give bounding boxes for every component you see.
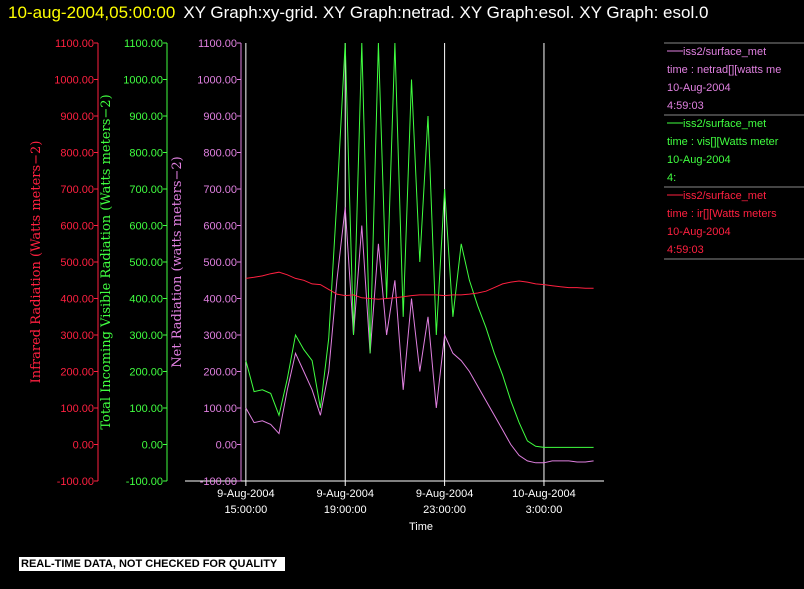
legend-line: time : netrad[][watts me bbox=[667, 64, 781, 76]
legend-name: iss2/surface_met bbox=[683, 190, 766, 202]
y-tick-label: 100.00 bbox=[203, 403, 237, 415]
y-tick-label: 800.00 bbox=[129, 148, 163, 160]
y-tick-label: 300.00 bbox=[129, 330, 163, 342]
y-tick-label: 1000.00 bbox=[54, 75, 94, 87]
series-line bbox=[245, 271, 594, 300]
legend-name: iss2/surface_met bbox=[683, 118, 766, 130]
y-tick-label: 500.00 bbox=[203, 257, 237, 269]
y-tick-label: 700.00 bbox=[129, 184, 163, 196]
legend-line: 4:59:03 bbox=[667, 244, 704, 256]
quality-note: REAL-TIME DATA, NOT CHECKED FOR QUALITY bbox=[19, 557, 286, 571]
legend-line: 10-Aug-2004 bbox=[667, 154, 731, 166]
series-line bbox=[245, 43, 594, 448]
timestamp: 10-aug-2004,05:00:00 bbox=[8, 3, 176, 22]
y-tick-label: 700.00 bbox=[60, 184, 94, 196]
x-tick-label: 10-Aug-2004 bbox=[512, 488, 576, 500]
y-tick-label: 300.00 bbox=[203, 330, 237, 342]
y-tick-label: 300.00 bbox=[60, 330, 94, 342]
y-tick-label: -100.00 bbox=[200, 476, 237, 488]
x-tick-label: 23:00:00 bbox=[423, 504, 466, 516]
y-tick-label: 700.00 bbox=[203, 184, 237, 196]
y-tick-label: 900.00 bbox=[129, 111, 163, 123]
legend-line: 4: bbox=[667, 172, 676, 184]
y-tick-label: 500.00 bbox=[60, 257, 94, 269]
y-tick-label: 900.00 bbox=[203, 111, 237, 123]
y-tick-label: -100.00 bbox=[57, 476, 94, 488]
y-tick-label: 1100.00 bbox=[198, 38, 237, 50]
y-tick-label: 800.00 bbox=[60, 148, 94, 160]
y-axis-label: Net Radiation (watts meters−2) bbox=[170, 156, 185, 367]
series-line bbox=[245, 207, 594, 464]
y-tick-label: 200.00 bbox=[60, 367, 94, 379]
y-tick-label: 1000.00 bbox=[197, 75, 237, 87]
y-tick-label: 0.00 bbox=[73, 440, 94, 452]
y-tick-label: 400.00 bbox=[203, 294, 237, 306]
y-tick-label: 0.00 bbox=[142, 440, 163, 452]
y-tick-label: 600.00 bbox=[129, 221, 163, 233]
y-tick-label: 100.00 bbox=[60, 403, 94, 415]
y-axis-label: Infrared Radiation (Watts meters−2) bbox=[29, 141, 44, 384]
plot-area bbox=[245, 43, 594, 464]
legend-line: 10-Aug-2004 bbox=[667, 82, 731, 94]
y-tick-label: -100.00 bbox=[126, 476, 163, 488]
y-tick-label: 1000.00 bbox=[123, 75, 163, 87]
y-tick-label: 1100.00 bbox=[55, 38, 94, 50]
legend-line: 10-Aug-2004 bbox=[667, 226, 731, 238]
y-axis-label: Total Incoming Visible Radiation (Watts … bbox=[99, 94, 114, 429]
y-tick-label: 600.00 bbox=[60, 221, 94, 233]
x-tick-label: 3:00:00 bbox=[526, 504, 563, 516]
x-tick-label: 19:00:00 bbox=[324, 504, 367, 516]
y-tick-label: 800.00 bbox=[203, 148, 237, 160]
y-tick-label: 1100.00 bbox=[124, 38, 163, 50]
y-tick-label: 400.00 bbox=[60, 294, 94, 306]
y-tick-label: 200.00 bbox=[129, 367, 163, 379]
legend-line: 4:59:03 bbox=[667, 100, 704, 112]
graph-title: XY Graph:xy-grid. XY Graph:netrad. XY Gr… bbox=[183, 3, 709, 22]
x-tick-label: 9-Aug-2004 bbox=[416, 488, 474, 500]
y-tick-label: 0.00 bbox=[216, 440, 237, 452]
y-tick-label: 200.00 bbox=[203, 367, 237, 379]
x-tick-label: 9-Aug-2004 bbox=[217, 488, 275, 500]
legend-line: time : vis[][Watts meter bbox=[667, 136, 779, 148]
x-tick-label: 15:00:00 bbox=[224, 504, 267, 516]
y-tick-label: 900.00 bbox=[60, 111, 94, 123]
y-tick-label: 500.00 bbox=[129, 257, 163, 269]
y-tick-label: 100.00 bbox=[129, 403, 163, 415]
legend-name: iss2/surface_met bbox=[683, 46, 766, 58]
title-bar: 10-aug-2004,05:00:00 XY Graph:xy-grid. XY… bbox=[8, 2, 788, 24]
legend-line: time : ir[][Watts meters bbox=[667, 208, 777, 220]
x-axis-label: Time bbox=[409, 521, 433, 533]
y-tick-label: 600.00 bbox=[203, 221, 237, 233]
y-tick-label: 400.00 bbox=[129, 294, 163, 306]
x-tick-label: 9-Aug-2004 bbox=[316, 488, 374, 500]
